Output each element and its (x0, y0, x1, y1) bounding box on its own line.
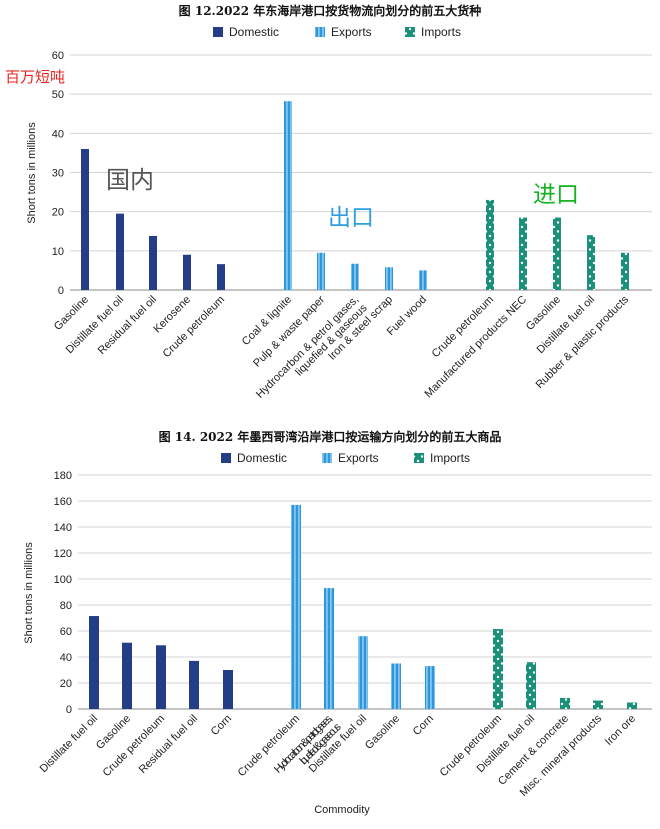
bar-domestic-distillate-fuel-oil (116, 213, 124, 290)
bar-domestic-residual-fuel-oil (189, 660, 199, 709)
chart-title: 图 14. 2022 年墨西哥湾沿岸港口按运输方向划分的前五大商品 (159, 429, 502, 444)
bar-exports-coal-and-lignite (284, 101, 292, 290)
bar-domestic-crude-petroleum (156, 645, 166, 709)
y-tick-label: 50 (52, 89, 64, 101)
x-tick-label: Corn (411, 713, 436, 738)
bar-imports-iron-ore (627, 702, 637, 709)
bar-imports-distillate-fuel-oil (526, 662, 536, 709)
bar-imports-rubber-and-plastic-products (621, 252, 629, 290)
chart-gulf-coast: 图 14. 2022 年墨西哥湾沿岸港口按运输方向划分的前五大商品 Domest… (23, 429, 652, 816)
y-tick-label: 80 (60, 600, 72, 612)
bar-exports-fuel-wood (419, 270, 427, 290)
legend-label-domestic: Domestic (237, 451, 287, 465)
bar-imports-crude-petroleum (486, 199, 494, 290)
x-tick-label: Residual fuel oil (137, 713, 200, 776)
legend-label-domestic: Domestic (229, 25, 279, 39)
y-tick-label: 0 (58, 285, 64, 297)
y-tick-label: 60 (52, 50, 64, 62)
legend-label-exports: Exports (338, 451, 379, 465)
bar-imports-distillate-fuel-oil (587, 235, 595, 290)
chart-east-coast: 图 12.2022 年东海岸港口按货物流向划分的前五大货种 Domestic E… (5, 3, 652, 401)
x-tick-label: Distillate fuel oil (38, 713, 101, 776)
y-tick-labels: 0 20 40 60 80 100 120 140 160 180 (54, 470, 72, 716)
x-tick-label: Gasoline (363, 713, 402, 752)
bar-imports-manufactured-products-nec (519, 217, 527, 290)
y-tick-label: 20 (60, 678, 72, 690)
legend-swatch-domestic (213, 27, 223, 37)
y-tick-label: 60 (60, 626, 72, 638)
bar-exports-hydrocarbon-and-petrol-gases-liquefied-and-gaseous (324, 588, 334, 709)
x-tick-label: Corn (209, 713, 234, 738)
y-tick-label: 180 (54, 470, 72, 482)
bar-exports-pulp-and-waste-paper (317, 252, 325, 290)
gridlines (70, 54, 652, 291)
y-tick-label: 10 (52, 246, 64, 258)
bar-exports-crude-petroleum (291, 504, 301, 709)
x-tick-label: Crude petroleum (161, 294, 227, 360)
bar-domestic-gasoline (122, 642, 132, 709)
bar-exports-iron-and-steel-scrap (385, 267, 393, 290)
y-tick-label: 20 (52, 207, 64, 219)
legend: Domestic Exports Imports (213, 25, 461, 39)
y-tick-label: 140 (54, 522, 72, 534)
y-tick-label: 40 (52, 128, 64, 140)
x-axis-title: Commodity (314, 804, 370, 816)
x-tick-label: Distillate fuel oil (475, 713, 538, 776)
y-tick-label: 30 (52, 168, 64, 180)
unit-annotation: 百万短吨 (5, 68, 65, 86)
bar-imports-misc-mineral-products (593, 700, 603, 709)
legend-swatch-exports (322, 453, 332, 463)
y-axis-title: Short tons in millions (26, 122, 38, 224)
x-tick-label: Residual fuel oil (96, 294, 159, 357)
bar-domestic-kerosene (183, 254, 191, 290)
y-tick-label: 160 (54, 496, 72, 508)
chart-title: 图 12.2022 年东海岸港口按货物流向划分的前五大货种 (179, 3, 482, 18)
legend-swatch-imports (414, 453, 424, 463)
legend-swatch-imports (405, 27, 415, 37)
bar-exports-hydrocarbon-and-petrol-gases-liquefied-and-gaseous (351, 263, 359, 290)
bars (89, 504, 637, 709)
y-axis-title: Short tons in millions (23, 542, 35, 644)
imports-annotation: 进口 (533, 182, 579, 208)
domestic-annotation: 国内 (106, 166, 154, 194)
bar-exports-corn (425, 666, 435, 709)
legend-swatch-exports (315, 27, 325, 37)
bar-domestic-distillate-fuel-oil (89, 616, 99, 709)
bars (81, 101, 629, 290)
bar-domestic-residual-fuel-oil (149, 235, 157, 290)
y-tick-labels: 0 10 20 30 40 50 60 (52, 50, 64, 297)
bar-imports-crude-petroleum (493, 629, 503, 709)
legend-swatch-domestic (221, 453, 231, 463)
bar-domestic-corn (223, 670, 233, 709)
legend: Domestic Exports Imports (221, 451, 470, 465)
bar-domestic-crude-petroleum (217, 264, 225, 290)
bar-exports-distillate-fuel-oil (358, 636, 368, 709)
y-tick-label: 100 (54, 574, 72, 586)
x-tick-label: Iron ore (603, 713, 638, 748)
bar-imports-cement-and-concrete (560, 697, 570, 709)
exports-annotation: 出口 (328, 205, 374, 231)
legend-label-exports: Exports (331, 25, 372, 39)
bar-exports-gasoline (391, 663, 401, 709)
bar-imports-gasoline (553, 217, 561, 290)
bar-domestic-gasoline (81, 149, 89, 290)
y-tick-label: 120 (54, 548, 72, 560)
legend-label-imports: Imports (421, 25, 461, 39)
legend-label-imports: Imports (430, 451, 470, 465)
y-tick-label: 0 (66, 704, 72, 716)
y-tick-label: 40 (60, 652, 72, 664)
